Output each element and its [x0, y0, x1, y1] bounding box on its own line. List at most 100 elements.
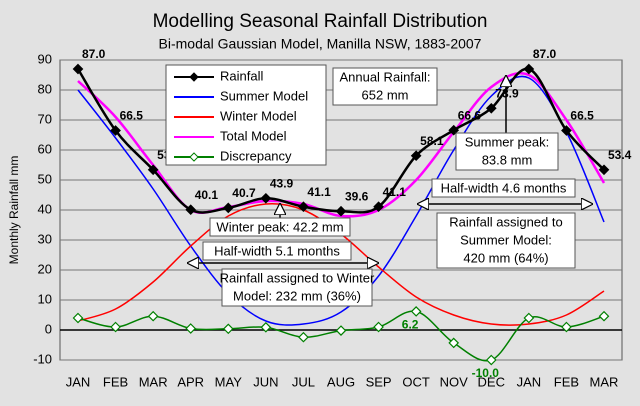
data-label: 39.6 — [345, 189, 369, 203]
annotation-box — [332, 67, 438, 106]
y-tick-label: 30 — [38, 231, 52, 246]
legend-marker — [189, 72, 199, 82]
y-tick-label: -10 — [33, 351, 52, 366]
chart-subtitle: Bi-modal Gaussian Model, Manilla NSW, 18… — [159, 36, 482, 52]
data-point — [373, 201, 384, 213]
data-label: 53.4 — [608, 148, 632, 162]
data-label: 41.1 — [307, 185, 331, 199]
x-tick-label: MAR — [139, 374, 168, 389]
annotation-text: Half-width 4.6 months — [441, 180, 567, 195]
y-axis-label: Monthly Rainfall mm — [7, 156, 21, 265]
x-tick-label: JUN — [253, 374, 278, 389]
legend — [165, 64, 327, 166]
annotation-text: Summer Model: — [460, 232, 552, 247]
chart-title: Modelling Seasonal Rainfall Distribution — [153, 11, 488, 32]
data-label: 41.1 — [383, 185, 407, 199]
data-label: 40.1 — [195, 188, 219, 202]
data-point — [222, 202, 234, 214]
data-point — [260, 321, 272, 333]
data-point — [485, 354, 497, 366]
x-tick-label: NOV — [440, 374, 469, 389]
y-tick-label: 90 — [38, 51, 52, 66]
legend-marker — [189, 152, 199, 162]
data-point — [561, 125, 572, 136]
annotation-text: 83.8 mm — [482, 152, 533, 167]
x-tick-label: FEB — [103, 374, 128, 389]
data-point — [72, 63, 84, 75]
data-point — [448, 124, 460, 136]
data-label: 87.0 — [82, 47, 106, 61]
legend-label: Rainfall — [220, 68, 263, 83]
data-point — [298, 331, 309, 343]
legend-label: Discrepancy — [220, 148, 292, 163]
data-point — [147, 164, 159, 176]
data-label: 73.9 — [495, 86, 519, 100]
data-point — [335, 205, 347, 217]
y-tick-label: 10 — [38, 291, 52, 306]
x-tick-label: OCT — [402, 374, 430, 389]
annotation-box — [209, 217, 351, 237]
legend-label: Winter Model — [220, 108, 297, 123]
data-point — [410, 150, 422, 162]
data-point — [260, 192, 272, 204]
data-point — [147, 310, 159, 322]
x-tick-label: JAN — [517, 374, 542, 389]
data-point — [72, 312, 84, 324]
data-label: 66.5 — [570, 109, 594, 123]
x-tick-label: MAY — [215, 374, 243, 389]
data-point — [523, 312, 535, 324]
y-tick-label: 0 — [45, 321, 52, 336]
data-label: 66.5 — [120, 109, 144, 123]
x-tick-label: AUG — [327, 374, 355, 389]
annotation-text: 420 mm (64%) — [463, 250, 548, 265]
legend-label: Summer Model — [220, 88, 308, 103]
data-label: 6.2 — [402, 318, 419, 332]
annotation-text: Rainfall assigned to — [449, 214, 562, 229]
data-point — [598, 310, 610, 322]
annotation-text: Rainfall assigned to Winter — [220, 270, 375, 285]
y-tick-label: 70 — [38, 111, 52, 126]
data-point — [448, 337, 460, 349]
data-point — [373, 321, 384, 333]
annotation-text: Model: 232 mm (36%) — [233, 288, 361, 303]
annotation-box — [455, 132, 559, 171]
data-point — [335, 325, 347, 336]
annotation-text: Half-width 5.1 months — [214, 243, 340, 258]
data-point — [410, 306, 422, 317]
x-tick-label: SEP — [366, 374, 392, 389]
data-point — [185, 204, 197, 216]
data-label: 40.7 — [232, 186, 256, 200]
data-point — [523, 63, 535, 75]
data-label: 66.6 — [458, 108, 482, 122]
data-point — [598, 164, 610, 176]
x-tick-label: JUL — [292, 374, 315, 389]
data-point — [485, 102, 497, 114]
data-label: 87.0 — [533, 47, 557, 61]
annotation-box — [431, 178, 576, 198]
data-point — [185, 323, 197, 334]
x-tick-label: FEB — [554, 374, 579, 389]
annotation-text: Annual Rainfall: — [339, 69, 430, 84]
annotation-text: Summer peak: — [465, 134, 550, 149]
y-tick-label: 80 — [38, 81, 52, 96]
data-point — [561, 321, 572, 333]
x-tick-label: JAN — [66, 374, 91, 389]
y-tick-label: 60 — [38, 141, 52, 156]
x-tick-label: APR — [177, 374, 204, 389]
data-point — [110, 321, 121, 333]
legend-label: Total Model — [220, 128, 287, 143]
data-label: 43.9 — [270, 176, 294, 190]
annotation-box — [221, 268, 373, 307]
data-label: -10.0 — [472, 366, 500, 380]
y-tick-label: 50 — [38, 171, 52, 186]
series-line — [77, 75, 605, 326]
y-tick-label: 40 — [38, 201, 52, 216]
annotation-box — [202, 241, 352, 261]
x-tick-label: DEC — [478, 374, 505, 389]
data-label: 58.1 — [420, 134, 444, 148]
y-tick-label: 20 — [38, 261, 52, 276]
annotation-text: 652 mm — [362, 87, 409, 102]
annotation-text: Winter peak: 42.2 mm — [216, 219, 343, 234]
data-point — [222, 323, 234, 335]
